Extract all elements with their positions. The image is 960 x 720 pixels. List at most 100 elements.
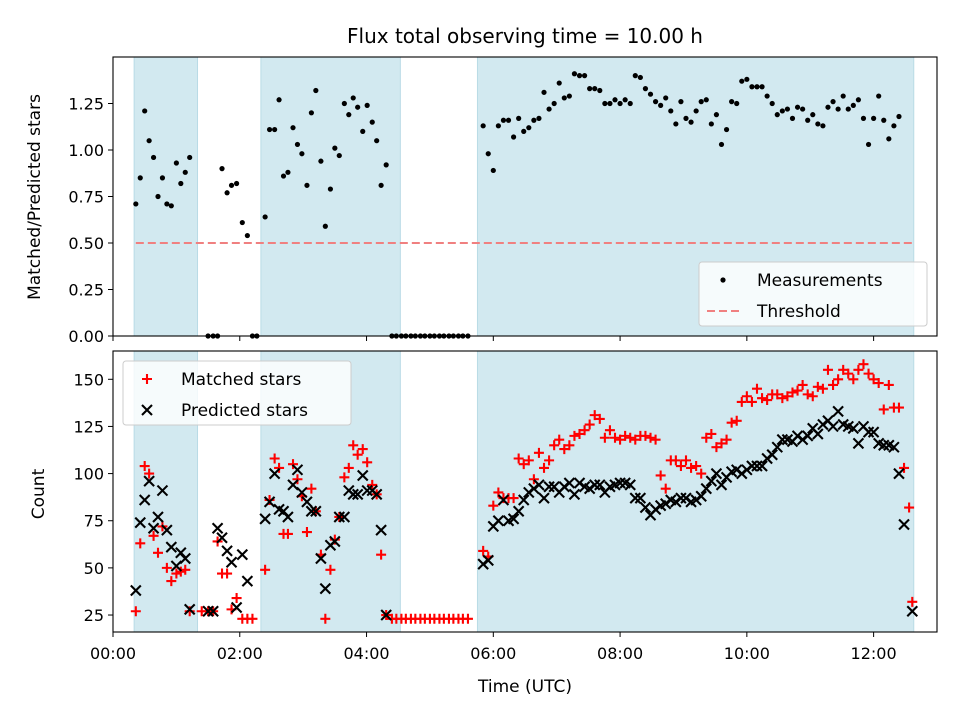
- data-point: [488, 500, 499, 511]
- data-point: [333, 511, 346, 523]
- data-point: [310, 505, 322, 518]
- data-point: [234, 180, 240, 187]
- bottom-panel: 00:00 02:00 04:00 06:00 08:00 10:00 12:00 25 50 7…: [73, 350, 938, 663]
- data-point: [592, 86, 598, 92]
- data-point: [612, 97, 618, 103]
- data-point: [838, 364, 849, 375]
- data-point: [615, 434, 626, 445]
- x-tick-label: 12:00: [851, 644, 897, 663]
- data-point: [207, 605, 219, 617]
- data-point: [563, 477, 576, 489]
- data-point: [700, 482, 713, 495]
- data-point: [497, 494, 510, 506]
- data-point: [320, 613, 331, 624]
- data-point: [376, 549, 387, 560]
- data-point: [822, 364, 833, 375]
- data-point: [622, 97, 628, 103]
- data-point: [787, 387, 798, 398]
- data-point: [639, 501, 652, 514]
- data-point: [766, 448, 778, 461]
- data-point: [546, 106, 552, 112]
- data-point: [146, 138, 152, 144]
- data-point: [776, 433, 789, 446]
- data-point: [741, 391, 752, 402]
- data-point: [282, 528, 293, 539]
- data-point: [346, 112, 352, 118]
- data-point: [375, 524, 387, 536]
- data-point: [231, 593, 242, 604]
- data-point: [640, 430, 651, 441]
- data-point: [625, 432, 636, 443]
- data-point: [716, 438, 727, 449]
- data-point: [715, 479, 728, 491]
- data-point: [367, 479, 378, 490]
- data-point: [705, 475, 718, 487]
- data-point: [713, 112, 720, 118]
- data-point: [867, 426, 880, 438]
- data-point: [691, 461, 702, 472]
- x-tick-label: 08:00: [597, 644, 643, 663]
- data-point: [581, 73, 588, 79]
- data-point: [652, 99, 659, 105]
- data-point: [840, 93, 846, 99]
- data-point: [134, 516, 146, 529]
- data-point: [624, 479, 636, 491]
- data-point: [828, 379, 839, 390]
- legend-box: [698, 261, 928, 327]
- data-point: [746, 460, 758, 472]
- data-point: [721, 434, 732, 445]
- data-point: [178, 180, 184, 187]
- data-point: [675, 461, 686, 472]
- data-point: [538, 492, 550, 504]
- data-point: [187, 154, 193, 161]
- data-point: [561, 95, 567, 101]
- data-point: [544, 455, 555, 466]
- y-tick-label: 150: [73, 370, 104, 389]
- data-point: [594, 479, 606, 491]
- data-point: [817, 383, 828, 394]
- data-point: [241, 575, 254, 587]
- data-point: [539, 462, 550, 473]
- data-point: [165, 541, 178, 553]
- axes-frame: [112, 350, 938, 633]
- data-point: [832, 405, 844, 418]
- data-point: [668, 108, 674, 114]
- data-point: [802, 389, 813, 400]
- data-point: [673, 121, 679, 127]
- y-tick-label: 0.25: [68, 281, 104, 300]
- data-point: [505, 117, 512, 123]
- observing-interval: [476, 350, 915, 633]
- data-point: [663, 95, 669, 101]
- data-point: [678, 99, 684, 105]
- data-point: [688, 119, 694, 125]
- data-point: [521, 128, 527, 134]
- data-point: [571, 71, 578, 77]
- x-axis-label: Time (UTC): [477, 677, 572, 697]
- data-point: [734, 100, 740, 107]
- data-point: [876, 93, 882, 99]
- data-point: [602, 100, 608, 107]
- data-point: [650, 434, 661, 445]
- data-point: [531, 117, 537, 123]
- data-point: [670, 455, 681, 466]
- data-point: [280, 173, 287, 179]
- data-point: [259, 513, 271, 525]
- data-point: [348, 440, 359, 451]
- data-point: [589, 410, 600, 421]
- legend-label: Measurements: [757, 271, 883, 291]
- y-tick-label: 50: [84, 559, 104, 578]
- y-tick-label: 125: [73, 417, 104, 436]
- data-point: [147, 522, 160, 535]
- data-point: [260, 564, 271, 575]
- data-point: [244, 232, 250, 239]
- data-point: [360, 128, 366, 134]
- data-point: [500, 117, 507, 123]
- data-point: [852, 437, 865, 450]
- data-point: [576, 73, 583, 79]
- top-panel: 0.00 0.25 0.50 0.75 1.00 1.25 Measurements Thre…: [68, 56, 938, 346]
- y-tick-label: 0.00: [68, 327, 104, 346]
- data-point: [482, 554, 494, 567]
- data-point: [518, 459, 529, 470]
- data-point: [143, 475, 155, 487]
- data-point: [291, 464, 304, 476]
